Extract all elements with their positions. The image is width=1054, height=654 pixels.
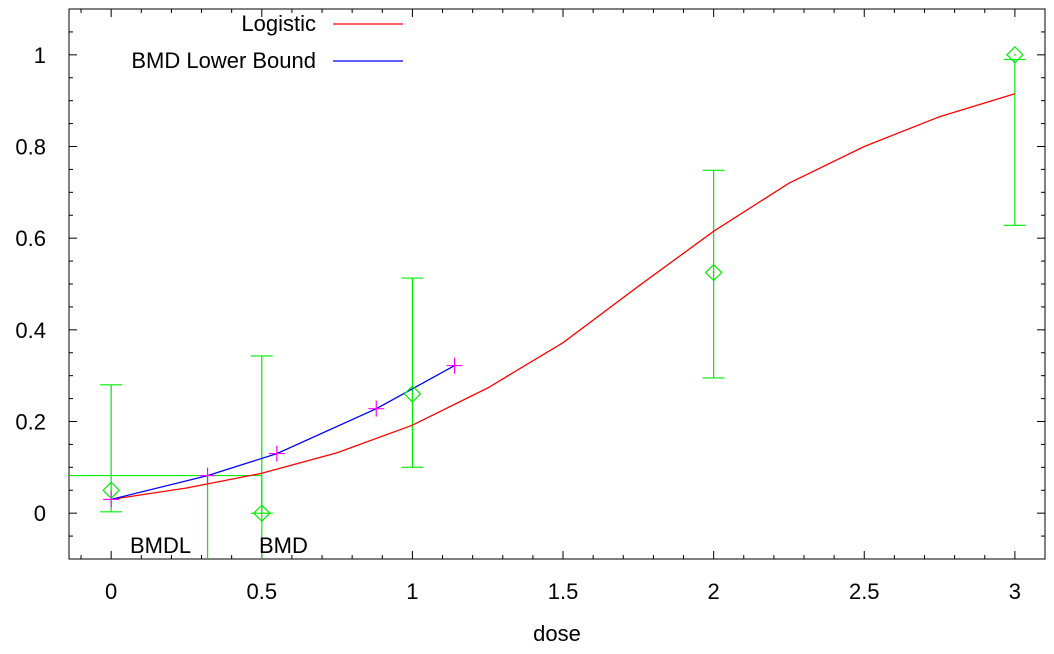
x-tick-label: 1.5	[548, 579, 579, 604]
bmd-cross-marker	[268, 445, 285, 462]
observed-point-center	[1013, 53, 1016, 56]
y-tick-label: 1	[34, 43, 46, 68]
observed-error-bars	[100, 58, 1026, 514]
bmdl-label: BMDL	[130, 533, 191, 558]
x-axis-label: dose	[533, 621, 581, 646]
fitted-curves	[111, 93, 1016, 501]
x-tick-label: 1	[406, 579, 418, 604]
bmd-cross-marker	[199, 467, 216, 484]
observed-markers	[102, 45, 1024, 523]
legend-bmdl-label: BMD Lower Bound	[131, 48, 316, 73]
observed-point	[1006, 45, 1024, 64]
y-tick-label: 0.2	[15, 410, 46, 435]
series-line-logistic	[111, 93, 1016, 501]
observed-point	[704, 263, 723, 282]
observed-point	[403, 385, 422, 403]
observed-point	[252, 504, 271, 523]
y-tick-label: 0.8	[15, 135, 46, 160]
bmd-cross-markers	[103, 357, 463, 508]
y-tick-labels: 0 0.2 0.4 0.6 0.8 1	[15, 43, 46, 526]
observed-point-center	[712, 271, 715, 274]
bmd-cross-marker	[368, 400, 385, 417]
y-tick-label: 0.6	[15, 226, 46, 251]
bmd-label: BMD	[259, 533, 308, 558]
x-tick-label: 2.5	[849, 579, 880, 604]
x-tick-label: 3	[1009, 579, 1021, 604]
legend: Logistic BMD Lower Bound	[131, 11, 403, 73]
bmd-cross-marker	[446, 357, 463, 374]
observed-point-center	[110, 489, 113, 492]
observed-point-center	[411, 393, 414, 395]
axis-ticks	[69, 8, 1046, 560]
observed-point-center	[260, 512, 263, 515]
x-tick-label: 0	[105, 579, 117, 604]
y-tick-label: 0.4	[15, 318, 46, 343]
x-tick-label: 2	[708, 579, 720, 604]
legend-logistic-label: Logistic	[241, 11, 316, 36]
y-tick-label: 0	[34, 501, 46, 526]
plot-frame	[68, 8, 1046, 560]
x-tick-labels: 0 0.5 1 1.5 2 2.5 3	[105, 579, 1021, 604]
series-line-bmd-lower-bound	[111, 365, 455, 501]
bmd-cross-marker	[103, 491, 120, 508]
x-tick-label: 0.5	[246, 579, 277, 604]
